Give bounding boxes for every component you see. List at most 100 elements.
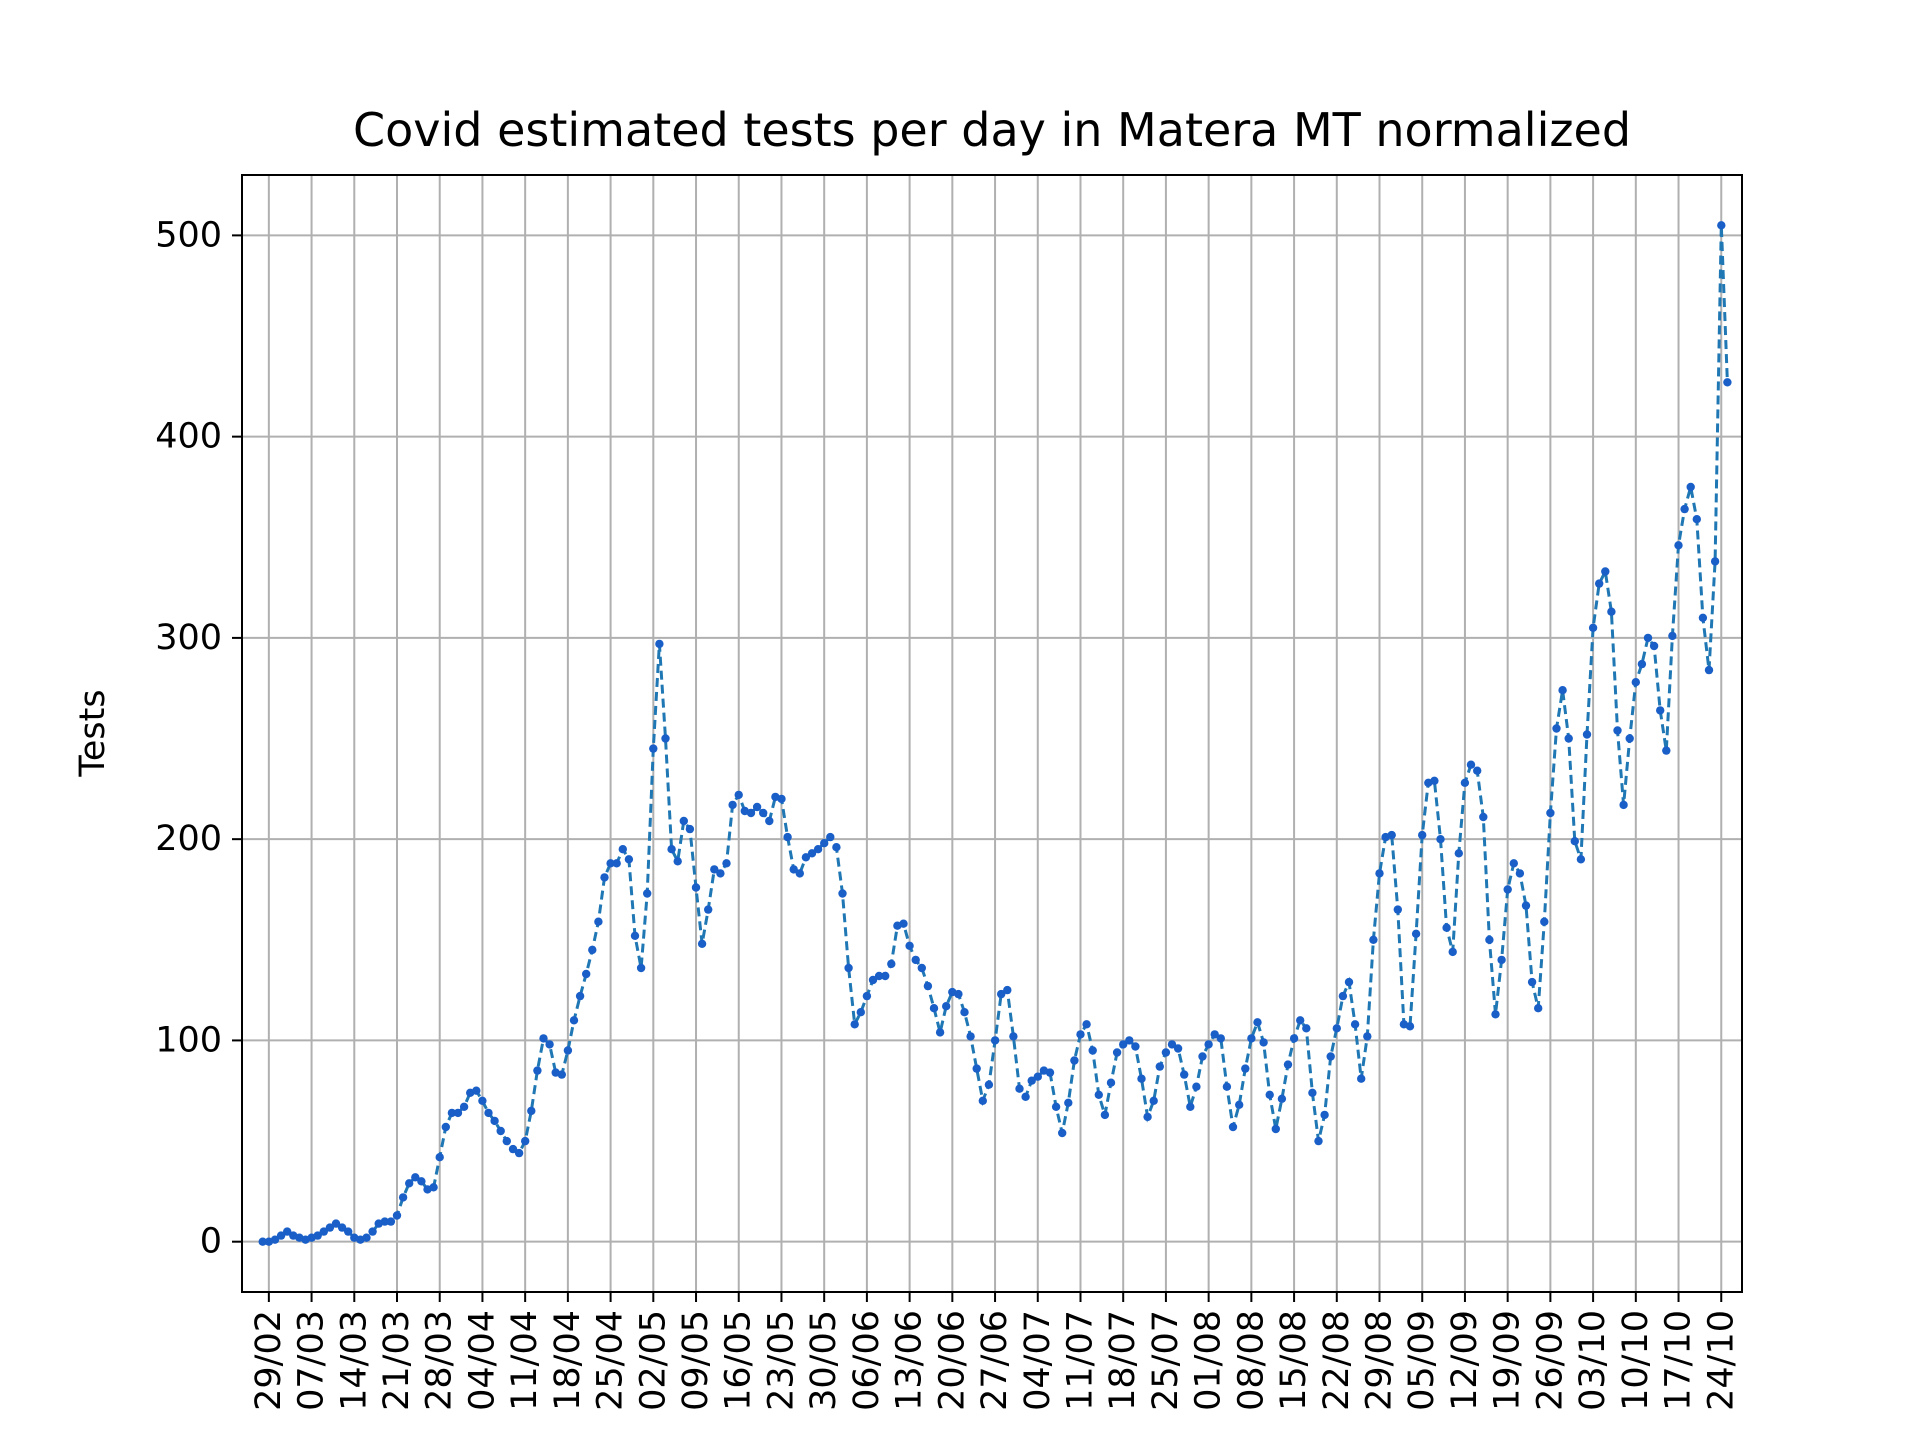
data-point [1497, 955, 1506, 965]
x-tick-label: 30/05 [804, 1310, 844, 1411]
data-point [716, 869, 725, 878]
plot-frame [241, 174, 1743, 1293]
data-point [838, 889, 847, 898]
data-point [643, 889, 652, 898]
data-point [1149, 1096, 1158, 1106]
data-point [1540, 917, 1549, 926]
data-point [685, 824, 695, 834]
data-point [1576, 855, 1586, 864]
x-tick-label: 04/07 [1018, 1310, 1058, 1411]
x-tick-label: 11/07 [1060, 1310, 1100, 1411]
data-point [283, 1227, 292, 1236]
data-point [954, 989, 963, 999]
data-point [1277, 1094, 1287, 1104]
data-point [820, 839, 829, 848]
data-point [984, 1080, 994, 1089]
data-point [1363, 1032, 1372, 1041]
data-point [1235, 1100, 1244, 1110]
data-point [697, 939, 707, 948]
x-tick-label: 16/05 [719, 1310, 759, 1411]
data-point [472, 1086, 481, 1095]
data-point [911, 955, 920, 965]
x-tick-label: 03/10 [1573, 1310, 1613, 1411]
data-point [1436, 835, 1445, 844]
data-point [1241, 1064, 1250, 1073]
data-point [1076, 1030, 1085, 1039]
data-point [874, 971, 884, 981]
data-point [905, 941, 914, 950]
data-point [1607, 607, 1616, 616]
data-point [960, 1008, 969, 1017]
data-point [1155, 1062, 1165, 1071]
data-point [618, 845, 627, 854]
data-point [484, 1108, 493, 1118]
data-point [575, 991, 585, 1001]
data-point [1100, 1110, 1110, 1120]
x-tick-label: 25/04 [591, 1310, 631, 1411]
data-point [1161, 1048, 1171, 1057]
x-tick-label: 26/09 [1530, 1310, 1570, 1411]
x-tick-label: 14/03 [334, 1310, 374, 1411]
data-point [1204, 1040, 1213, 1049]
data-point [661, 734, 670, 743]
data-point [966, 1032, 975, 1041]
data-point [972, 1064, 981, 1073]
data-point [447, 1108, 457, 1118]
data-point [588, 945, 597, 955]
data-point [1643, 633, 1653, 643]
data-point [1521, 901, 1531, 910]
x-tick-label: 04/04 [462, 1310, 502, 1411]
data-point [935, 1028, 945, 1037]
data-point [368, 1227, 377, 1236]
data-point [1692, 515, 1702, 524]
data-point [734, 790, 743, 800]
data-point [655, 639, 664, 649]
data-point [795, 869, 804, 878]
y-tick-label: 500 [155, 215, 222, 255]
data-point [1552, 724, 1561, 733]
x-tick-label: 20/06 [932, 1310, 972, 1411]
data-point [557, 1070, 566, 1079]
data-point [722, 859, 731, 868]
data-point [1582, 730, 1592, 739]
data-point [765, 816, 774, 826]
data-point [801, 853, 811, 862]
data-point [1296, 1016, 1305, 1025]
data-point [1668, 631, 1677, 641]
data-point [594, 917, 603, 926]
data-point [1125, 1036, 1134, 1045]
data-point [881, 971, 890, 981]
data-point [276, 1231, 286, 1240]
data-point [1564, 734, 1573, 743]
data-point [624, 855, 634, 864]
x-tick-label: 29/08 [1360, 1310, 1400, 1411]
data-point [1326, 1052, 1335, 1061]
data-point [1180, 1070, 1189, 1079]
data-point [1491, 1010, 1500, 1019]
y-tick-label: 300 [155, 618, 222, 658]
data-point [1137, 1074, 1146, 1083]
y-tick-label: 200 [155, 819, 222, 859]
data-point [1143, 1112, 1152, 1122]
data-point [636, 963, 646, 973]
data-point [612, 859, 621, 868]
data-point [386, 1217, 396, 1226]
data-point [1387, 830, 1396, 840]
data-point [783, 832, 792, 842]
data-point [1442, 923, 1451, 932]
data-point [1649, 641, 1659, 651]
data-point [1131, 1042, 1140, 1051]
data-point [929, 1004, 939, 1013]
data-point [1601, 567, 1610, 576]
data-point [1704, 665, 1714, 675]
data-point [344, 1227, 353, 1236]
data-point [539, 1034, 548, 1043]
x-tick-label: 08/08 [1231, 1310, 1271, 1411]
data-point [1479, 812, 1488, 822]
y-tick-label: 100 [155, 1020, 222, 1060]
data-point [868, 975, 878, 985]
x-tick-label: 13/06 [890, 1310, 930, 1411]
data-point [990, 1036, 1000, 1045]
data-point [405, 1179, 414, 1188]
